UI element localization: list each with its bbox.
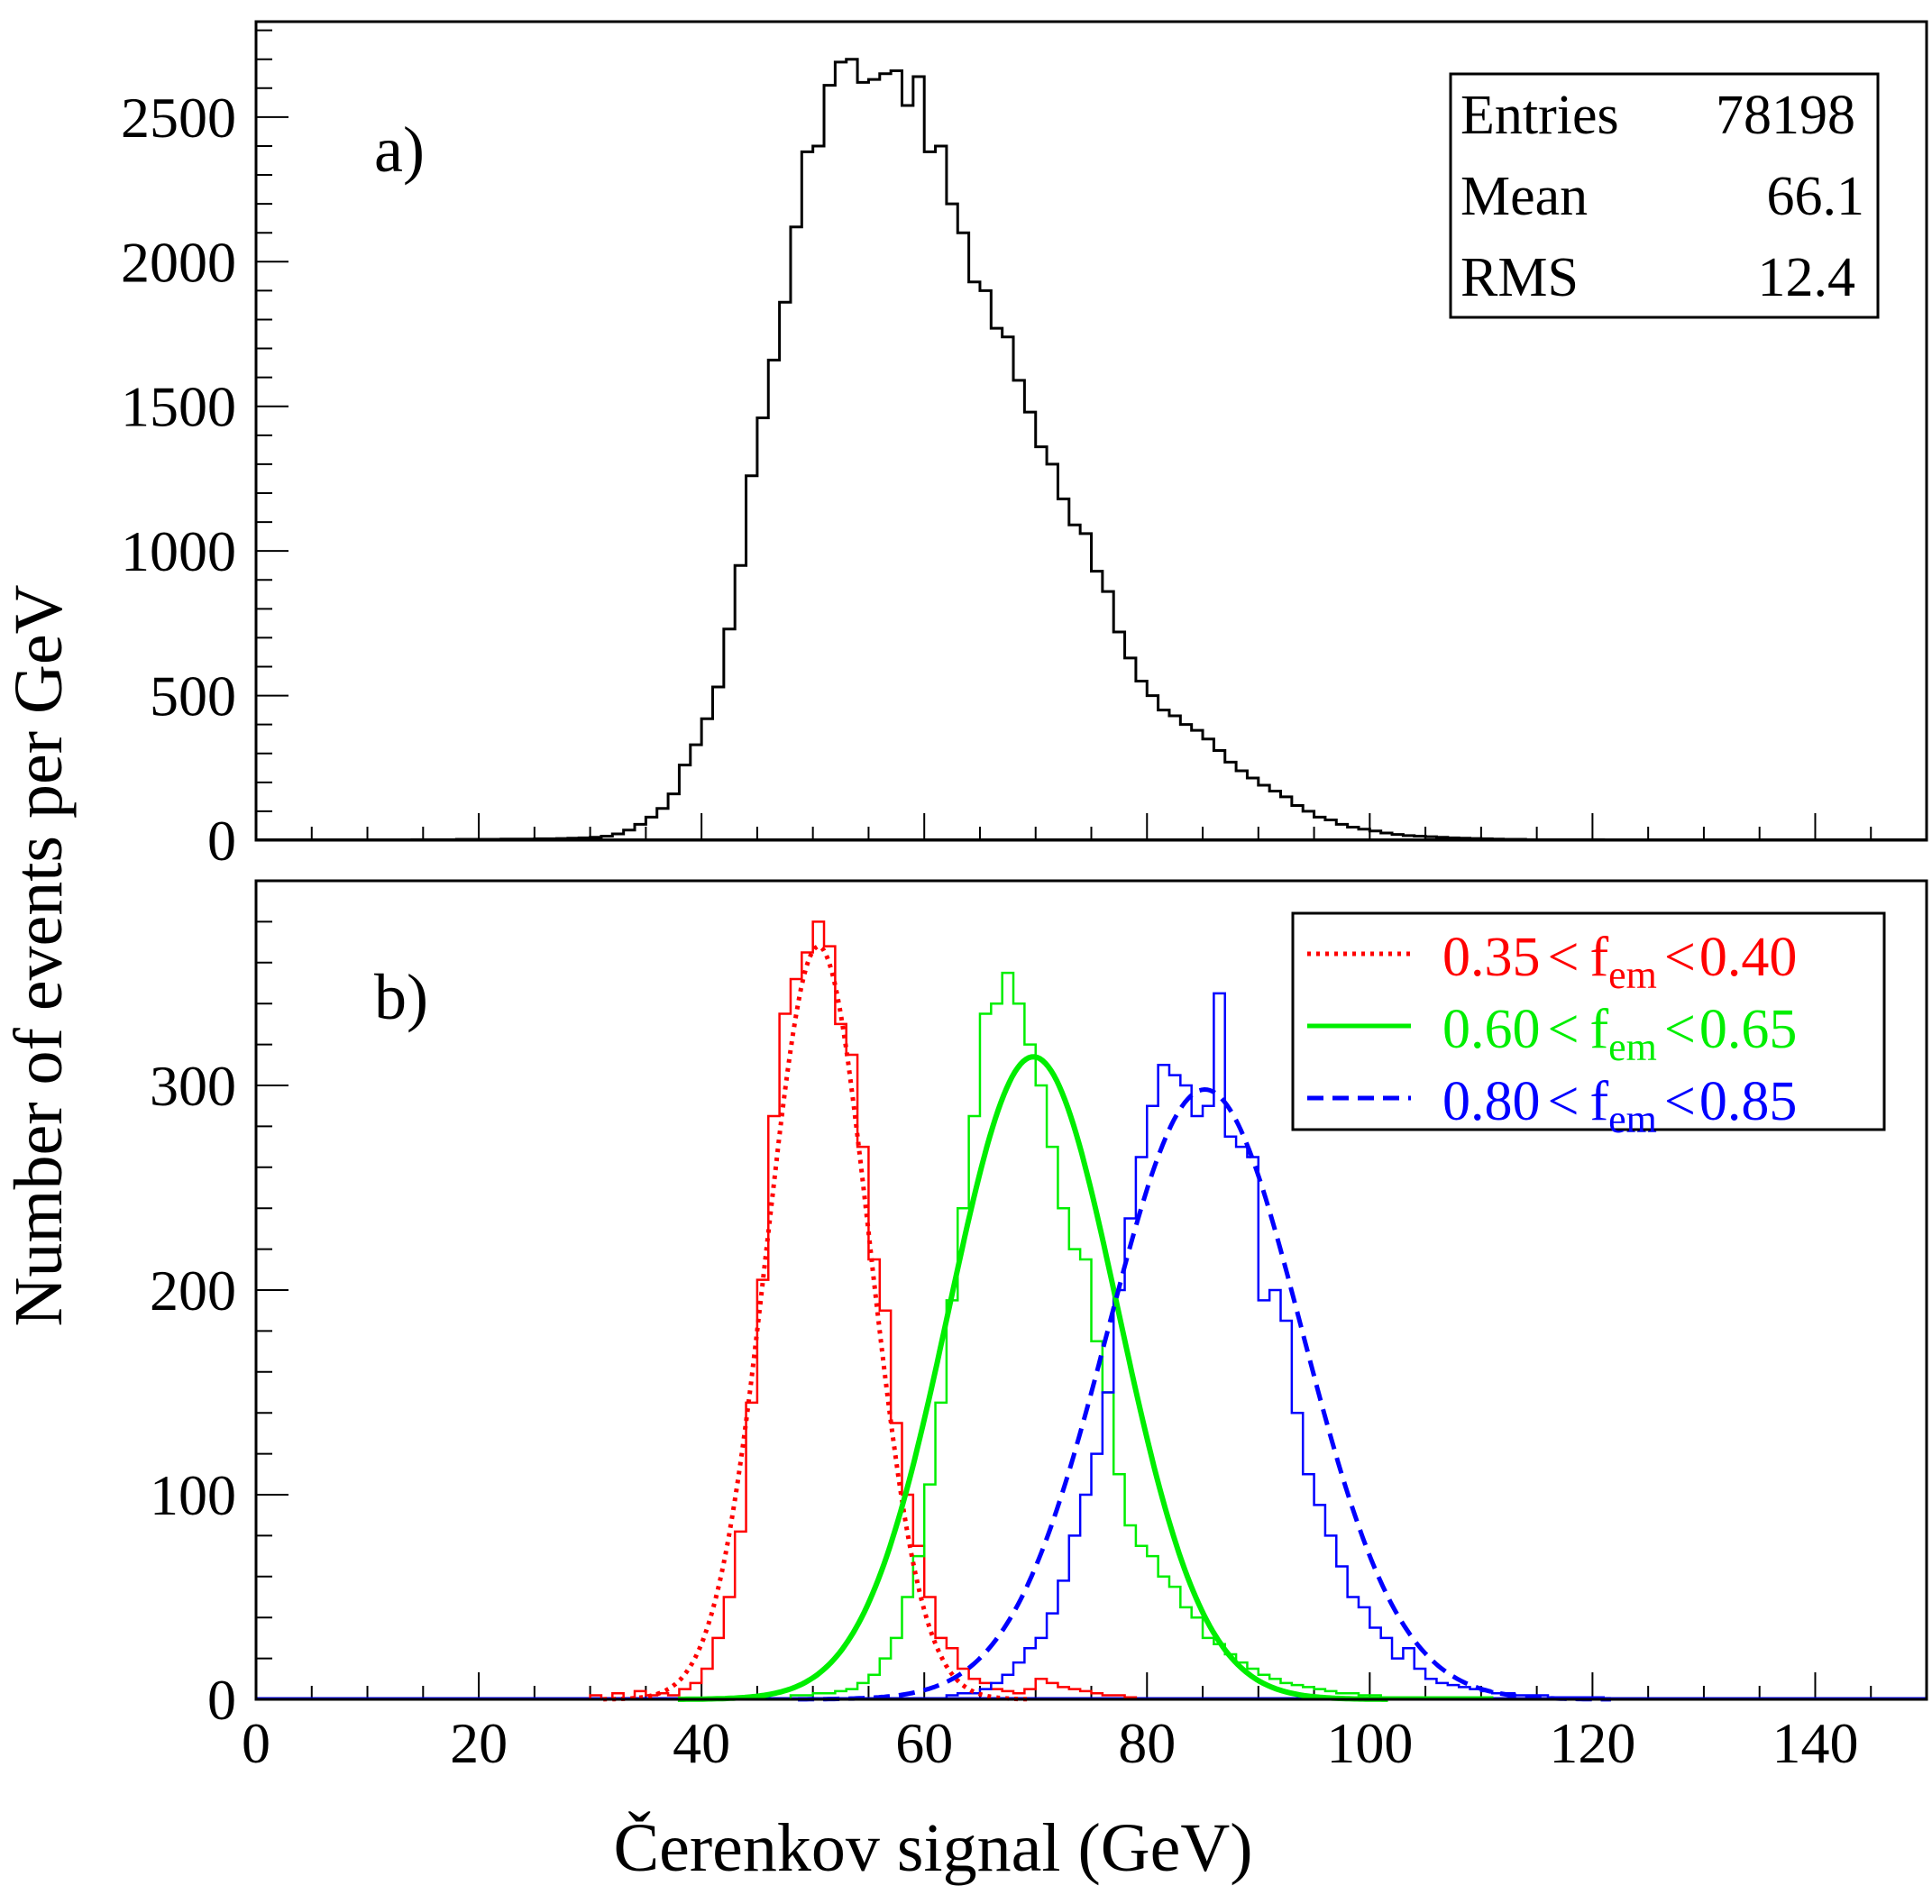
- fit-curve-0: [603, 944, 1032, 1702]
- panel-b-label: b): [374, 961, 428, 1033]
- panel-b-frame: [254, 879, 1928, 1701]
- panel-b-y-tick-label: 0: [207, 1668, 236, 1732]
- stats-entries-label: Entries: [1460, 85, 1619, 146]
- stats-rms-label: RMS: [1460, 247, 1579, 308]
- panel-a-y-tick-labels: 0 500 1000 1500 2000 2500: [121, 86, 236, 873]
- x-tick-label: 60: [895, 1711, 953, 1775]
- legend-entry-1: 0.60 < fem <0.65: [1442, 999, 1797, 1069]
- panel-a-y-tick-label: 2000: [121, 230, 236, 294]
- panel-b-y-tick-label: 200: [150, 1259, 236, 1323]
- x-tick-label: 80: [1118, 1711, 1176, 1775]
- legend-rows: 0.35 < fem <0.400.60 < fem <0.650.80 < fem <0.85: [1307, 927, 1797, 1141]
- legend-frame: [1291, 911, 1886, 1131]
- histogram-series-0: [589, 920, 1138, 1701]
- panel-b: 0 100 200 300 0 20 40 60 80 100 120 140 b) 0.35 < fe…: [150, 879, 1928, 1775]
- fit-curve-2: [798, 1086, 1611, 1702]
- panel-b-x-tick-labels: 0 20 40 60 80 100 120 140: [242, 1711, 1858, 1775]
- x-tick-label: 0: [242, 1711, 270, 1775]
- panel-a-y-tick-label: 1000: [121, 519, 236, 583]
- panel-a-label: a): [374, 114, 425, 186]
- x-tick-label: 20: [450, 1711, 508, 1775]
- stats-mean-value: 66.1: [1767, 166, 1865, 227]
- panel-a-y-tick-label: 0: [207, 809, 236, 873]
- panel-b-y-tick-labels: 0 100 200 300: [150, 1054, 236, 1732]
- panel-a-frame: [254, 20, 1928, 842]
- x-tick-label: 40: [673, 1711, 730, 1775]
- x-tick-label: 100: [1326, 1711, 1413, 1775]
- stats-box: Entries 78198 Mean 66.1 RMS 12.4: [1449, 72, 1880, 319]
- panel-a: 0 500 1000 1500 2000 2500 a) Entries 78198 Me…: [121, 20, 1928, 873]
- panel-b-fits: [603, 944, 1611, 1702]
- fit-curve-1: [677, 1054, 1388, 1702]
- stats-mean-label: Mean: [1460, 166, 1588, 227]
- panel-b-y-tick-label: 300: [150, 1054, 236, 1118]
- stats-box-frame: [1449, 72, 1880, 319]
- panel-b-y-tick-label: 100: [150, 1463, 236, 1527]
- y-axis-title: Number of events per GeV: [1, 584, 77, 1326]
- panel-a-y-tick-label: 500: [150, 664, 236, 728]
- panel-a-histogram-line: [410, 58, 1627, 842]
- legend: 0.35 < fem <0.400.60 < fem <0.650.80 < fem <0.85: [1291, 911, 1886, 1141]
- x-tick-label: 140: [1772, 1711, 1858, 1775]
- legend-entry-0: 0.35 < fem <0.40: [1442, 927, 1797, 997]
- panel-a-y-tick-label: 1500: [121, 375, 236, 439]
- histogram-series-2: [945, 992, 1605, 1699]
- stats-entries-value: 78198: [1716, 85, 1855, 146]
- x-axis-title: Čerenkov signal (GeV): [613, 1810, 1252, 1886]
- histogram-series-1: [789, 971, 1494, 1699]
- legend-entry-2: 0.80 < fem <0.85: [1442, 1071, 1797, 1141]
- stats-rms-value: 12.4: [1758, 247, 1856, 308]
- x-tick-label: 120: [1549, 1711, 1635, 1775]
- panel-a-y-tick-label: 2500: [121, 86, 236, 150]
